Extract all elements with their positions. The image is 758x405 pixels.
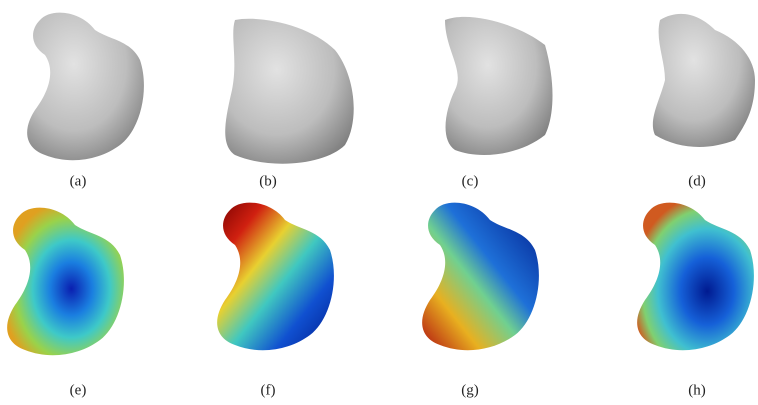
panel-label: (g) [461, 382, 479, 398]
shape-g [422, 203, 539, 351]
shape-d [653, 14, 755, 147]
panel-label: (b) [259, 173, 277, 189]
shape-a [27, 13, 144, 161]
shape-e [7, 208, 124, 356]
panel-label: (d) [688, 173, 706, 189]
shape-h [637, 203, 754, 351]
page: {"panels": {"labels": ["(a)", "(b)", "(c… [0, 0, 758, 405]
figure: (a) (b) (c) (d) (e) (f) (g) (h) [0, 0, 758, 405]
shape-c [445, 17, 553, 155]
panel-label: (h) [688, 382, 706, 398]
panel-label: (e) [70, 382, 87, 398]
shape-b [225, 19, 353, 164]
panel-label: (f) [261, 382, 276, 398]
panel-label: (c) [462, 173, 479, 189]
panel-label: (a) [70, 173, 87, 189]
shape-f [217, 203, 334, 351]
